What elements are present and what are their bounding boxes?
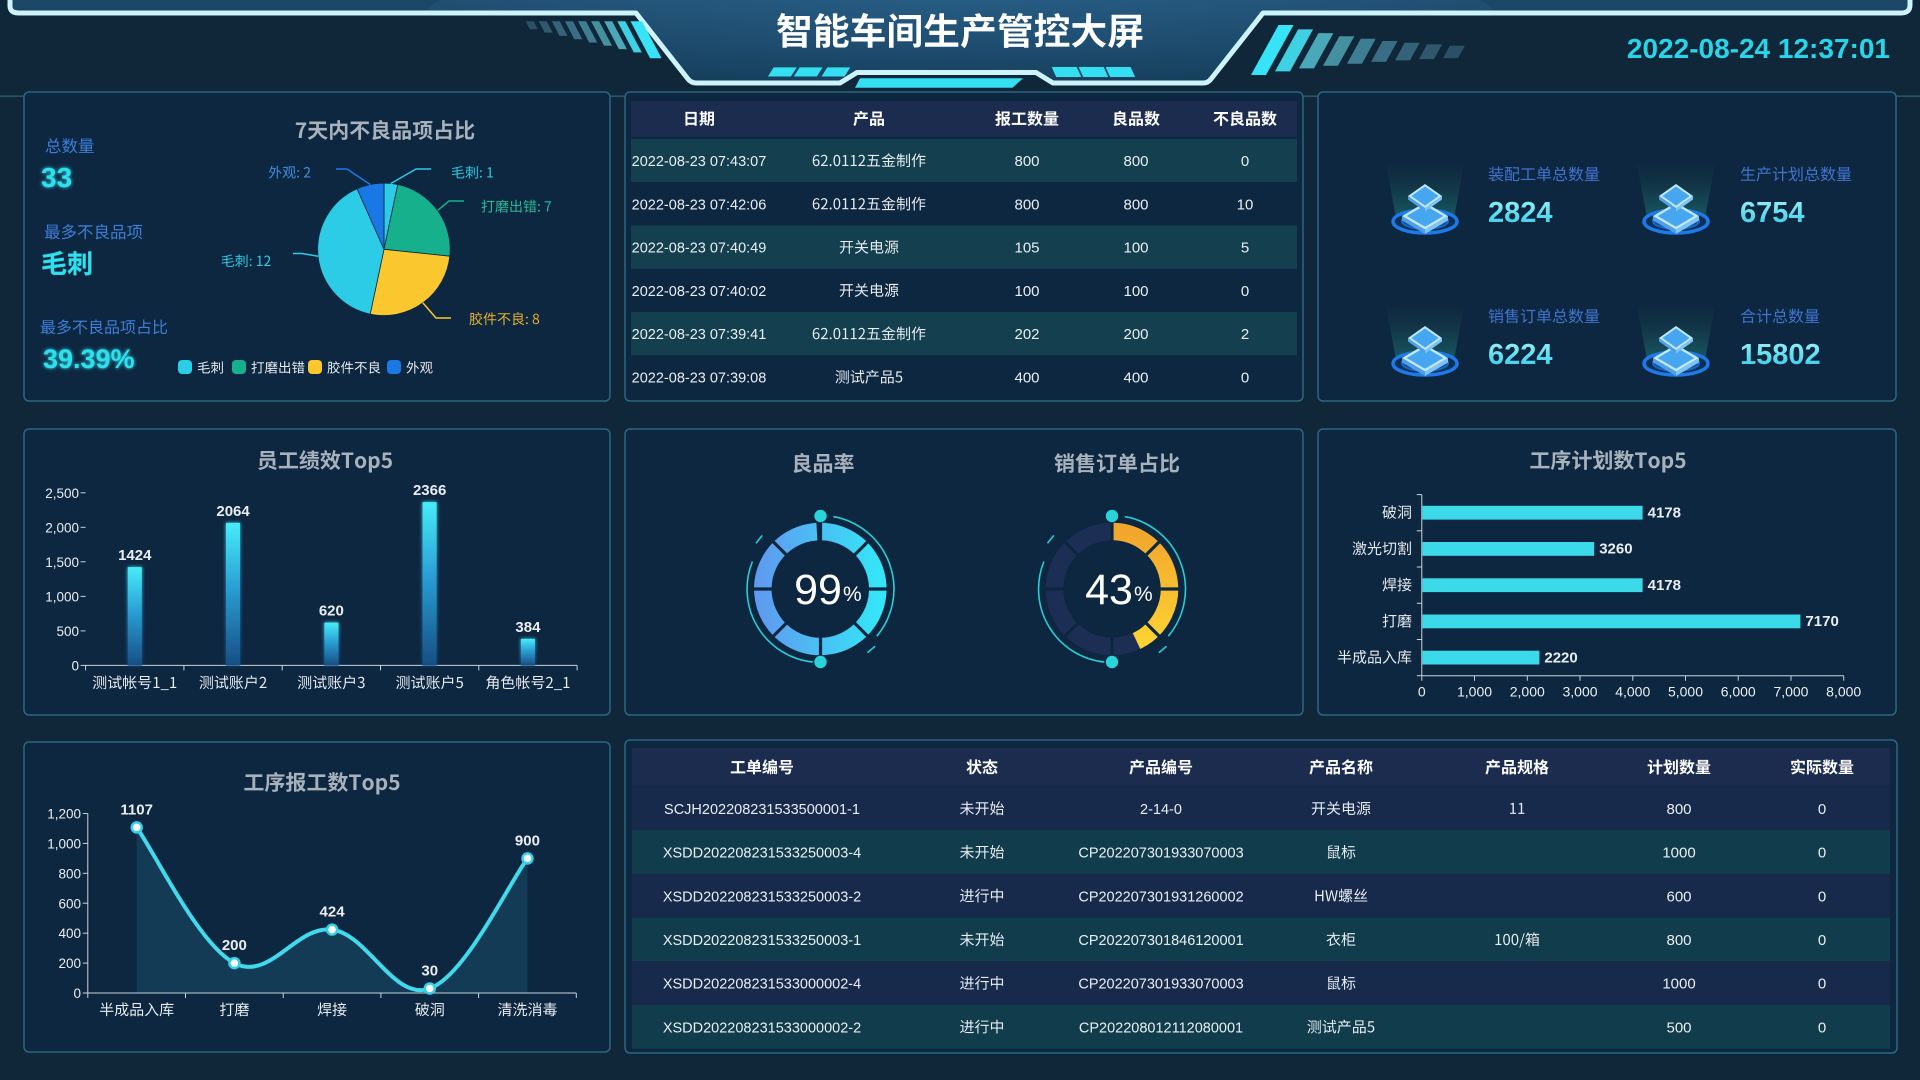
svg-text:XSDD202208231533000002-4: XSDD202208231533000002-4 bbox=[663, 977, 861, 993]
svg-text:4178: 4178 bbox=[1648, 505, 1681, 522]
svg-text:CP202207301933070003: CP202207301933070003 bbox=[1078, 977, 1243, 993]
svg-text:0: 0 bbox=[73, 986, 81, 1001]
svg-text:2,500: 2,500 bbox=[45, 486, 79, 501]
svg-text:CP202207301933070003: CP202207301933070003 bbox=[1078, 846, 1243, 862]
svg-text:200: 200 bbox=[222, 937, 247, 954]
svg-text:33: 33 bbox=[41, 162, 72, 193]
svg-text:CP202207301931260002: CP202207301931260002 bbox=[1078, 889, 1243, 905]
svg-text:2366: 2366 bbox=[413, 482, 446, 499]
svg-text:1,000: 1,000 bbox=[45, 589, 79, 604]
svg-text:2824: 2824 bbox=[1488, 197, 1553, 229]
svg-text:800: 800 bbox=[1666, 932, 1691, 949]
svg-text:8,000: 8,000 bbox=[1826, 684, 1861, 700]
svg-text:0: 0 bbox=[71, 658, 79, 673]
svg-text:1,000: 1,000 bbox=[47, 836, 81, 851]
svg-text:0: 0 bbox=[1418, 684, 1426, 700]
svg-text:0: 0 bbox=[1818, 932, 1826, 949]
svg-text:XSDD202208231533000002-2: XSDD202208231533000002-2 bbox=[663, 1020, 861, 1036]
svg-text:2022-08-23 07:43:07: 2022-08-23 07:43:07 bbox=[632, 154, 767, 170]
svg-text:99: 99 bbox=[794, 566, 842, 614]
svg-text:900: 900 bbox=[515, 832, 540, 849]
svg-text:500: 500 bbox=[1666, 1019, 1691, 1036]
svg-text:2,000: 2,000 bbox=[45, 520, 79, 535]
svg-text:%: % bbox=[843, 583, 862, 606]
svg-text:15802: 15802 bbox=[1740, 339, 1821, 371]
svg-text:2022-08-24 12:37:01: 2022-08-24 12:37:01 bbox=[1627, 33, 1890, 64]
svg-text:39.39%: 39.39% bbox=[43, 344, 135, 374]
svg-text:2022-08-23 07:40:02: 2022-08-23 07:40:02 bbox=[632, 284, 767, 300]
svg-text:100: 100 bbox=[1123, 283, 1148, 300]
svg-text:800: 800 bbox=[58, 866, 81, 881]
svg-text:6,000: 6,000 bbox=[1721, 684, 1756, 700]
svg-text:384: 384 bbox=[515, 619, 541, 636]
svg-text:43: 43 bbox=[1085, 566, 1133, 614]
svg-text:100: 100 bbox=[1014, 283, 1039, 300]
svg-text:1,200: 1,200 bbox=[47, 807, 81, 822]
svg-text:2: 2 bbox=[1241, 326, 1249, 343]
svg-text:XSDD202208231533250003-1: XSDD202208231533250003-1 bbox=[663, 933, 861, 949]
svg-text:1000: 1000 bbox=[1662, 845, 1695, 862]
svg-text:1,500: 1,500 bbox=[45, 555, 79, 570]
svg-text:7,000: 7,000 bbox=[1773, 684, 1808, 700]
svg-text:2022-08-23 07:39:41: 2022-08-23 07:39:41 bbox=[632, 327, 767, 343]
svg-text:0: 0 bbox=[1818, 888, 1826, 905]
svg-text:800: 800 bbox=[1123, 153, 1148, 170]
svg-text:200: 200 bbox=[58, 956, 81, 971]
svg-text:600: 600 bbox=[1666, 888, 1691, 905]
svg-text:%: % bbox=[1134, 583, 1153, 606]
svg-text:2022-08-23 07:40:49: 2022-08-23 07:40:49 bbox=[632, 241, 767, 257]
svg-text:10: 10 bbox=[1237, 196, 1254, 213]
svg-text:400: 400 bbox=[1123, 369, 1148, 386]
svg-text:30: 30 bbox=[421, 963, 438, 980]
svg-text:6224: 6224 bbox=[1488, 339, 1553, 371]
svg-text:0: 0 bbox=[1818, 845, 1826, 862]
svg-text:4178: 4178 bbox=[1648, 577, 1681, 594]
svg-text:424: 424 bbox=[320, 904, 346, 921]
svg-text:1424: 1424 bbox=[118, 547, 152, 564]
svg-text:0: 0 bbox=[1241, 283, 1249, 300]
svg-text:2022-08-23 07:42:06: 2022-08-23 07:42:06 bbox=[632, 197, 767, 213]
svg-text:202: 202 bbox=[1014, 326, 1039, 343]
svg-text:SCJH202208231533500001-1: SCJH202208231533500001-1 bbox=[664, 802, 860, 818]
svg-text:3,000: 3,000 bbox=[1562, 684, 1597, 700]
svg-text:1,000: 1,000 bbox=[1457, 684, 1492, 700]
svg-text:400: 400 bbox=[58, 926, 81, 941]
svg-text:0: 0 bbox=[1241, 153, 1249, 170]
svg-text:0: 0 bbox=[1818, 1019, 1826, 1036]
svg-text:0: 0 bbox=[1818, 976, 1826, 993]
svg-text:2-14-0: 2-14-0 bbox=[1140, 802, 1182, 818]
svg-text:2022-08-23 07:39:08: 2022-08-23 07:39:08 bbox=[632, 370, 767, 386]
svg-text:7170: 7170 bbox=[1805, 613, 1838, 630]
svg-text:105: 105 bbox=[1014, 240, 1039, 257]
svg-text:800: 800 bbox=[1014, 153, 1039, 170]
svg-text:0: 0 bbox=[1818, 801, 1826, 818]
svg-text:400: 400 bbox=[1014, 369, 1039, 386]
svg-text:200: 200 bbox=[1123, 326, 1148, 343]
svg-text:CP202208012112080001: CP202208012112080001 bbox=[1079, 1020, 1243, 1036]
svg-text:1000: 1000 bbox=[1662, 976, 1695, 993]
svg-text:620: 620 bbox=[319, 603, 344, 620]
svg-text:0: 0 bbox=[1241, 369, 1249, 386]
svg-text:XSDD202208231533250003-2: XSDD202208231533250003-2 bbox=[663, 889, 861, 905]
svg-text:800: 800 bbox=[1123, 196, 1148, 213]
svg-text:3260: 3260 bbox=[1599, 541, 1632, 558]
svg-text:600: 600 bbox=[58, 896, 81, 911]
svg-text:4,000: 4,000 bbox=[1615, 684, 1650, 700]
svg-text:CP202207301846120001: CP202207301846120001 bbox=[1078, 933, 1243, 949]
svg-text:2220: 2220 bbox=[1544, 649, 1577, 666]
svg-text:XSDD202208231533250003-4: XSDD202208231533250003-4 bbox=[663, 846, 861, 862]
svg-text:2064: 2064 bbox=[216, 503, 250, 520]
svg-text:5: 5 bbox=[1241, 240, 1249, 257]
svg-text:800: 800 bbox=[1666, 801, 1691, 818]
svg-text:100: 100 bbox=[1123, 240, 1148, 257]
svg-text:500: 500 bbox=[56, 624, 79, 639]
svg-text:6754: 6754 bbox=[1740, 197, 1805, 229]
svg-text:1107: 1107 bbox=[120, 801, 153, 818]
svg-text:800: 800 bbox=[1014, 196, 1039, 213]
svg-text:2,000: 2,000 bbox=[1510, 684, 1545, 700]
svg-text:5,000: 5,000 bbox=[1668, 684, 1703, 700]
